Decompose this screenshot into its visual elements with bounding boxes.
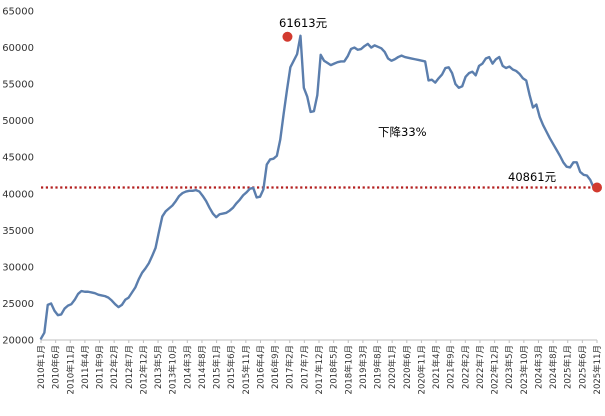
- x-tick-label: 2017年7月: [299, 345, 310, 389]
- x-tick-label: 2010年1月: [36, 345, 47, 389]
- x-tick-label: 2020年1月: [387, 345, 398, 389]
- x-tick-label: 2011年4月: [80, 345, 91, 389]
- x-tick-label: 2024年3月: [533, 345, 544, 389]
- x-tick-label: 2023年10月: [519, 345, 530, 394]
- x-tick-label: 2022年7月: [475, 345, 486, 389]
- x-tick-label: 2023年5月: [504, 345, 515, 389]
- x-tick-label: 2015年6月: [226, 345, 237, 389]
- x-tick-label: 2025年6月: [577, 345, 588, 389]
- x-tick-label: 2021年4月: [431, 345, 442, 389]
- x-tick-label: 2010年6月: [51, 345, 62, 389]
- x-tick-label: 2016年9月: [270, 345, 281, 389]
- x-tick-label: 2024年8月: [548, 345, 559, 389]
- x-tick-label: 2015年11月: [241, 345, 252, 394]
- current-label: 40861元: [508, 170, 557, 184]
- x-tick-label: 2020年11月: [416, 345, 427, 394]
- x-tick-label: 2014年8月: [197, 345, 208, 389]
- y-tick-label: 40000: [2, 189, 34, 200]
- peak-marker: [282, 31, 293, 42]
- current-marker: [592, 182, 602, 193]
- x-tick-label: 2012年2月: [109, 345, 120, 389]
- x-axis: 2010年1月 2010年6月 2010年11月 2011年4月 2011年9月 2012…: [36, 339, 603, 394]
- y-tick-label: 50000: [2, 116, 34, 127]
- y-tick-label: 60000: [2, 43, 34, 54]
- x-tick-label: 2021年9月: [446, 345, 457, 389]
- x-tick-label: 2019年3月: [358, 345, 369, 389]
- x-tick-label: 2012年12月: [138, 345, 149, 394]
- x-tick-label: 2025年11月: [592, 345, 603, 394]
- y-tick-label: 25000: [2, 299, 34, 310]
- y-axis: 20000 25000 30000 35000 40000 45000 50000 55000…: [2, 7, 34, 347]
- x-tick-label: 2010年11月: [65, 345, 76, 394]
- y-tick-label: 65000: [2, 7, 34, 18]
- y-tick-label: 55000: [2, 80, 34, 91]
- y-tick-label: 20000: [2, 336, 34, 347]
- x-tick-label: 2015年1月: [212, 345, 223, 389]
- drop-percent-label: 下降33%: [378, 125, 427, 139]
- x-tick-label: 2019年8月: [373, 345, 384, 389]
- x-tick-label: 2012年7月: [124, 345, 135, 389]
- x-tick-label: 2017年2月: [285, 345, 296, 389]
- x-tick-label: 2018年5月: [329, 345, 340, 389]
- x-tick-label: 2017年12月: [314, 345, 325, 394]
- x-tick-label: 2025年1月: [563, 345, 574, 389]
- peak-label: 61613元: [279, 16, 328, 30]
- x-tick-label: 2022年12月: [490, 345, 501, 394]
- x-tick-label: 2013年5月: [153, 345, 164, 389]
- x-tick-label: 2022年2月: [460, 345, 471, 389]
- y-tick-label: 45000: [2, 153, 34, 164]
- price-series-line: [39, 34, 599, 340]
- y-tick-label: 35000: [2, 226, 34, 237]
- x-tick-label: 2011年9月: [95, 345, 106, 389]
- x-tick-label: 2020年6月: [402, 345, 413, 389]
- x-tick-label: 2018年10月: [343, 345, 354, 394]
- x-tick-label: 2016年4月: [255, 345, 266, 389]
- x-tick-label: 2014年3月: [182, 345, 193, 389]
- y-tick-label: 30000: [2, 262, 34, 273]
- x-tick-label: 2013年10月: [168, 345, 179, 394]
